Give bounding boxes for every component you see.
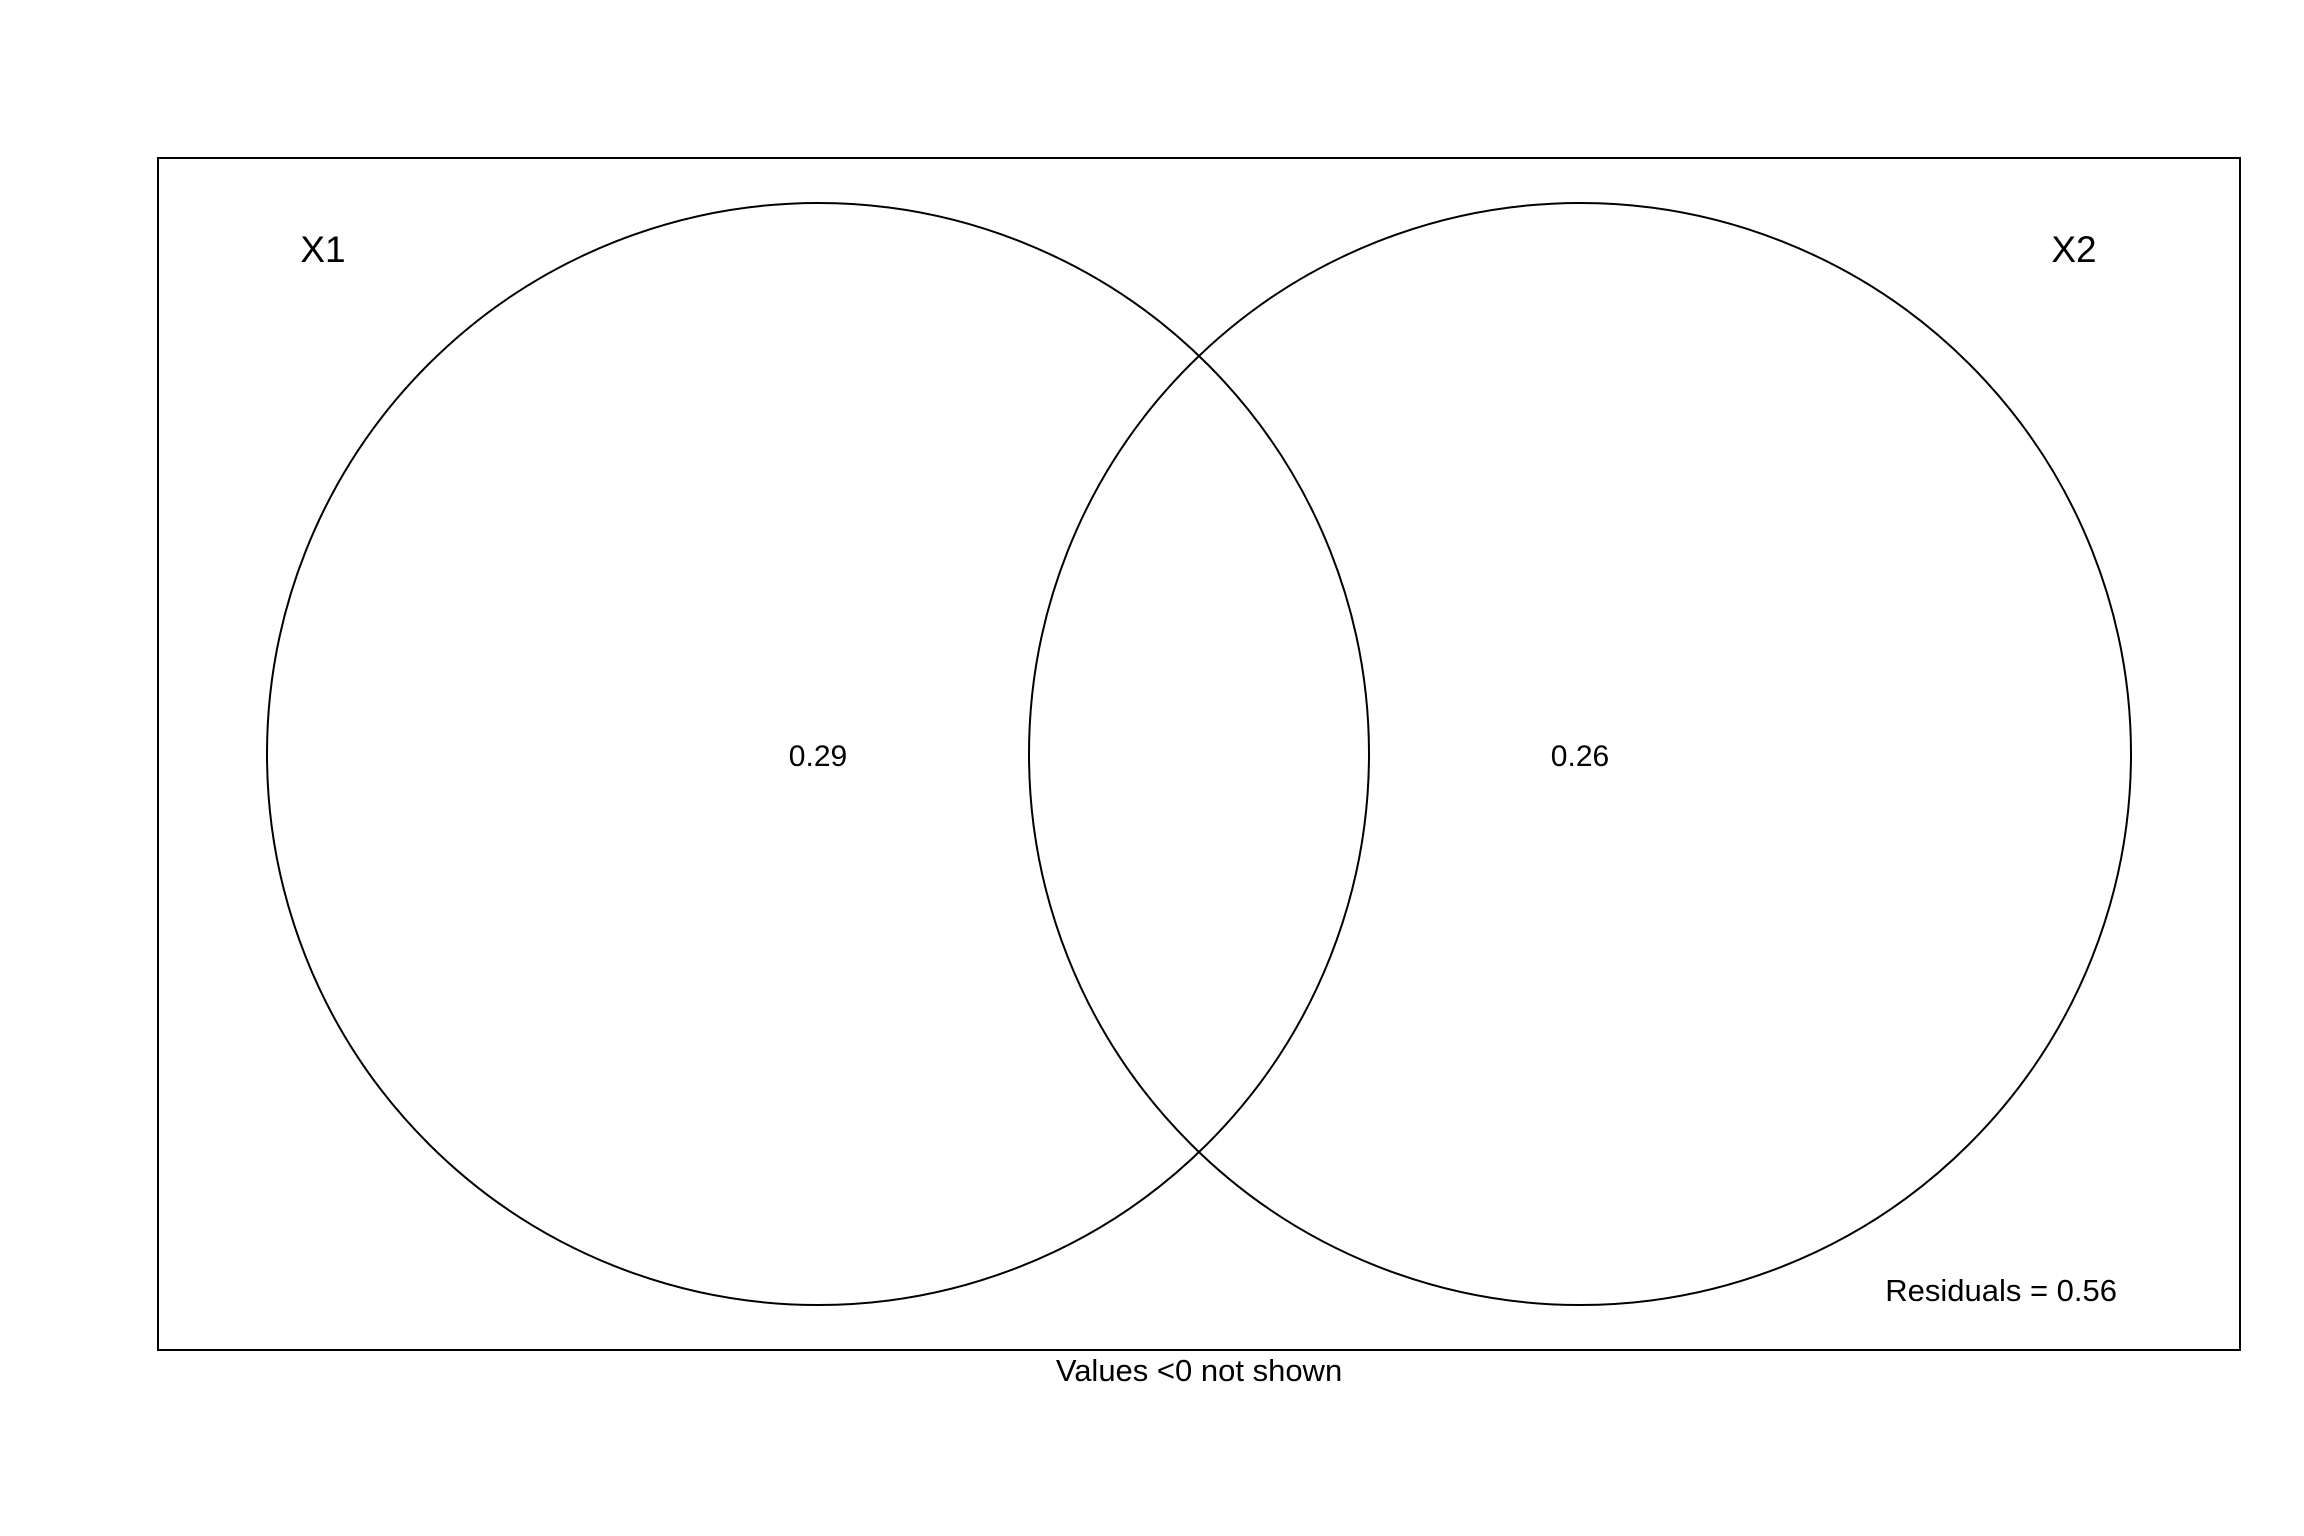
footnote-text: Values <0 not shown [1056, 1353, 1342, 1388]
set-value-x2: 0.26 [1551, 740, 1609, 773]
residuals-label: Residuals = 0.56 [1885, 1273, 2117, 1308]
set-circle-x1 [266, 202, 1370, 1306]
set-value-x1: 0.29 [789, 740, 847, 773]
set-label-x2: X2 [2051, 229, 2096, 270]
set-circle-x2 [1028, 202, 2132, 1306]
plot-frame [157, 157, 2241, 1351]
set-label-x1: X1 [300, 229, 345, 270]
